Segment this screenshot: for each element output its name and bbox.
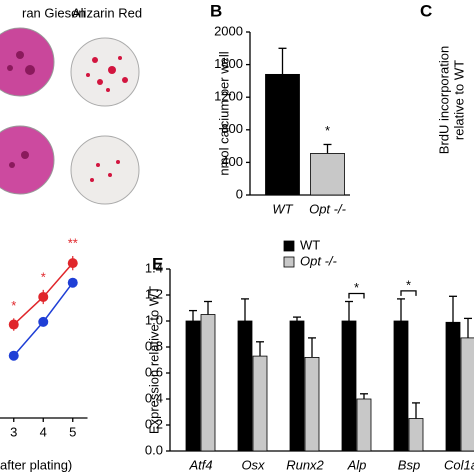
bar — [185, 320, 201, 452]
y-tick-label: 1600 — [214, 56, 243, 71]
well — [70, 135, 140, 205]
bar — [265, 73, 300, 196]
y-tick-label: 0.4 — [145, 390, 163, 405]
well — [0, 125, 55, 195]
bar — [200, 314, 216, 452]
y-tick-label: 1.2 — [145, 286, 163, 301]
bar — [341, 320, 357, 452]
significance-bracket — [348, 292, 365, 299]
panel-letter: B — [210, 1, 222, 20]
y-tick-label: 800 — [221, 121, 243, 136]
y-tick-label: 0 — [236, 186, 243, 201]
image-label: Alizarin Red — [72, 5, 142, 20]
point — [8, 350, 19, 361]
significance-star: * — [41, 269, 46, 284]
x-tick-label: WT — [272, 201, 293, 216]
y-tick-label: 1.0 — [145, 312, 163, 327]
y-tick-label: 0.8 — [145, 338, 163, 353]
point — [67, 277, 78, 288]
stain-spots — [7, 51, 35, 168]
bar — [460, 337, 474, 452]
significance-star: * — [325, 123, 330, 138]
y-axis-label: BrdU incorporation — [436, 46, 451, 154]
y-axis-label: relative to WT — [451, 60, 466, 140]
significance-star: * — [406, 277, 411, 292]
legend-label: WT — [300, 237, 320, 252]
legend-swatch — [283, 240, 295, 252]
x-tick-label: 4 — [40, 424, 47, 439]
y-tick-label: 0.2 — [145, 416, 163, 431]
point — [8, 319, 19, 330]
bar — [304, 356, 320, 452]
well — [70, 37, 140, 107]
x-tick-label: Alp — [347, 457, 367, 472]
x-tick-label: 5 — [69, 424, 76, 439]
point — [38, 291, 49, 302]
stain-spots — [86, 56, 128, 182]
y-tick-label: 1.4 — [145, 260, 163, 275]
bar — [252, 355, 268, 452]
panel-letter: C — [420, 1, 432, 20]
panel-letter: E — [152, 254, 163, 273]
significance-star: ** — [68, 235, 78, 250]
x-tick-label: Col1a — [444, 457, 474, 472]
x-tick-label: Runx2 — [286, 457, 324, 472]
bar — [356, 398, 372, 452]
y-tick-label: 1200 — [214, 89, 243, 104]
image-label: ran Gieson — [22, 5, 86, 20]
well-photos — [0, 27, 140, 205]
bar — [445, 321, 461, 452]
y-axis-label: nmol calcium per well — [216, 51, 231, 175]
point — [38, 316, 49, 327]
x-tick-label: Opt -/- — [309, 201, 347, 216]
legend-label: Opt -/- — [300, 253, 338, 268]
x-tick-label: Bsp — [398, 457, 420, 472]
y-tick-label: 0.6 — [145, 364, 163, 379]
legend-swatch — [283, 256, 295, 268]
bar — [408, 418, 424, 452]
x-tick-label: 3 — [10, 424, 17, 439]
significance-star: * — [354, 280, 359, 295]
y-tick-label: 400 — [221, 154, 243, 169]
bar — [289, 320, 305, 452]
x-axis-label: after plating) — [0, 457, 72, 472]
well — [0, 27, 55, 97]
significance-bracket — [400, 290, 417, 296]
y-tick-label: 0.0 — [145, 442, 163, 457]
bar — [237, 320, 253, 452]
y-axis-label: Expression relative to WT — [146, 286, 161, 434]
x-tick-label: Atf4 — [188, 457, 212, 472]
bar — [393, 320, 409, 452]
y-tick-label: 2000 — [214, 23, 243, 38]
bar — [310, 153, 345, 196]
x-tick-label: Osx — [241, 457, 265, 472]
point — [67, 258, 78, 269]
significance-star: * — [11, 298, 16, 313]
